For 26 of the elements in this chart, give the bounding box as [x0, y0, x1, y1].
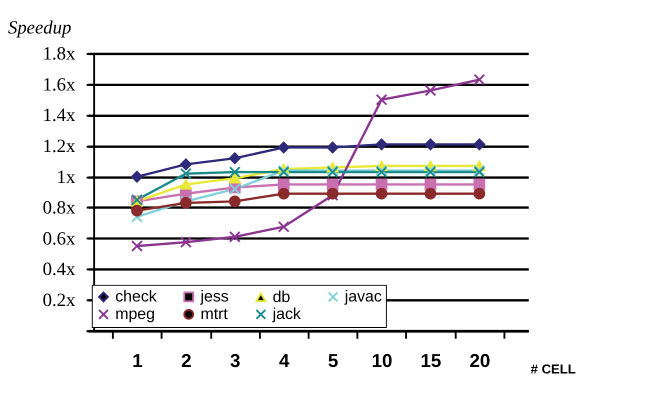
- x-tick-label: 5: [328, 350, 338, 371]
- y-tick-label: 1x: [56, 166, 76, 188]
- x-tick-label: 15: [420, 350, 442, 371]
- x-tick-label: 20: [469, 350, 490, 371]
- y-tick-label: 1.6x: [42, 74, 76, 96]
- legend-label: jack: [272, 306, 301, 324]
- x-tick-label: 10: [372, 350, 392, 371]
- y-tick-label: 1.8x: [42, 44, 76, 65]
- legend-label: mpeg: [115, 306, 156, 324]
- x-tick-label: 3: [230, 350, 240, 371]
- y-axis-title: Speedup: [8, 17, 72, 38]
- y-tick-label: 0.6x: [42, 228, 76, 250]
- legend-label: jess: [199, 288, 229, 306]
- y-tick-label: 0.4x: [42, 259, 76, 280]
- x-tick-label: 1: [132, 350, 143, 371]
- y-tick-label: 1.4x: [42, 105, 76, 126]
- legend-label: db: [272, 288, 290, 306]
- legend-label: mtrt: [200, 306, 228, 324]
- y-tick-label: 1.2x: [42, 136, 76, 158]
- x-tick-label: 2: [181, 350, 192, 371]
- y-tick-label: 0.8x: [42, 198, 76, 219]
- x-tick-label: 4: [278, 350, 290, 371]
- legend-label: check: [115, 288, 157, 306]
- x-axis-title: # CELL: [530, 361, 576, 376]
- legend-label: javac: [344, 288, 382, 306]
- y-tick-label: 0.2x: [42, 290, 76, 312]
